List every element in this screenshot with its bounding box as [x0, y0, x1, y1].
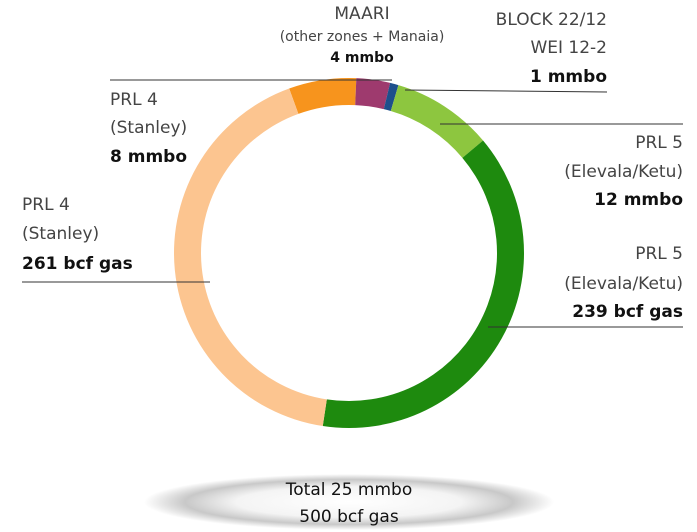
segment-label: MAARI [334, 4, 389, 24]
segment-label: (Stanley) [22, 224, 99, 244]
value-label: 239 bcf gas [572, 302, 683, 322]
segment-label: BLOCK 22/12 [496, 10, 607, 30]
donut-segment [289, 78, 357, 114]
value-label: 1 mmbo [530, 67, 607, 87]
donut-segment [322, 140, 525, 429]
segment-label: (Elevala/Ketu) [564, 162, 683, 182]
segment-label: PRL 5 [635, 244, 683, 264]
leader-line [404, 89, 608, 93]
total-label: Total 25 mmbo [285, 480, 412, 500]
segment-label: PRL 5 [635, 133, 683, 153]
value-label: 261 bcf gas [22, 254, 133, 274]
donut-segment [355, 78, 391, 110]
value-label: 12 mmbo [594, 190, 683, 210]
segment-label: WEI 12-2 [530, 38, 607, 58]
base-shadow [144, 474, 554, 530]
donut-segment [390, 85, 484, 158]
total-label: 500 bcf gas [299, 507, 399, 527]
segment-label: (other zones + Manaia) [280, 29, 445, 45]
value-label: 8 mmbo [110, 147, 187, 167]
donut-segment [383, 82, 399, 112]
value-label: 4 mmbo [330, 50, 394, 66]
donut [174, 78, 525, 429]
segment-label: (Stanley) [110, 118, 187, 138]
donut-segment [174, 88, 327, 427]
labels: PRL 4 (Stanley) 8 mmbo MAARI (other zones + … [22, 4, 683, 527]
segment-label: PRL 4 [110, 90, 158, 110]
segment-label: (Elevala/Ketu) [564, 274, 683, 294]
segment-label: PRL 4 [22, 195, 70, 215]
